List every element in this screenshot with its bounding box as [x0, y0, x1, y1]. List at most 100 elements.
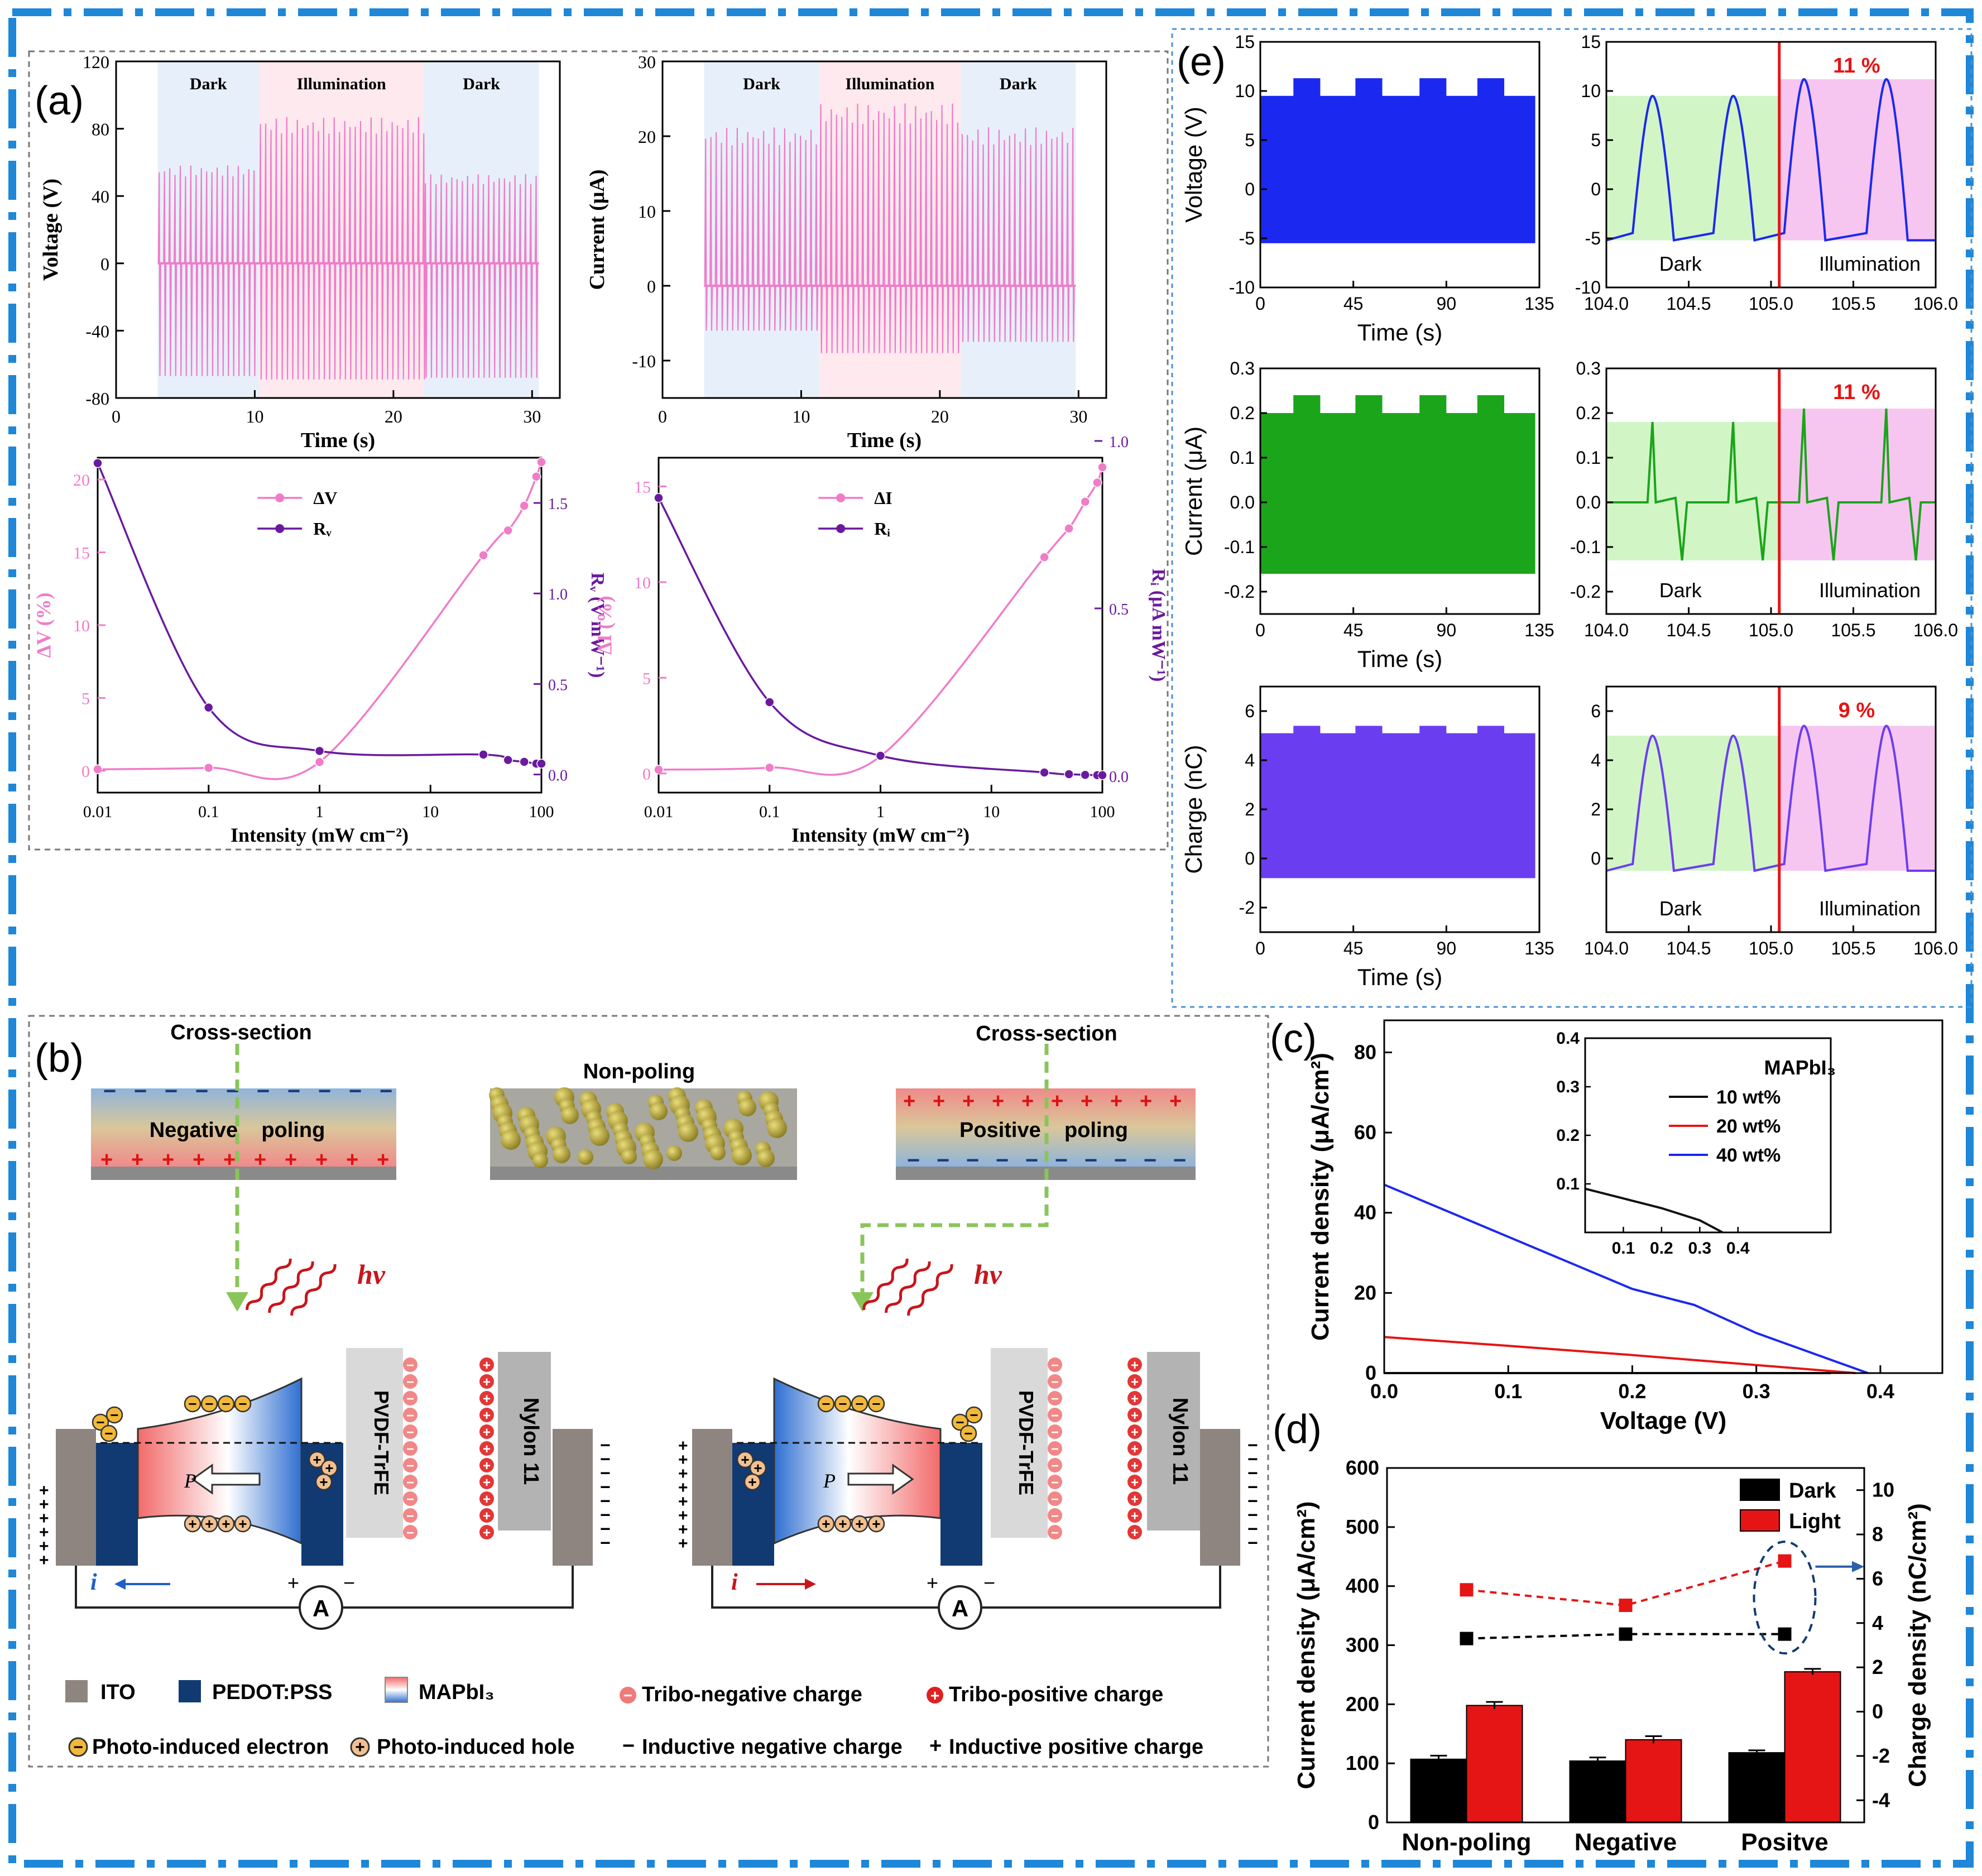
y-right-tick-label: 10	[1872, 1479, 1894, 1501]
svg-text:+: +	[929, 1734, 942, 1758]
svg-text:−: −	[1247, 1449, 1258, 1469]
ito-left-electrode	[56, 1429, 96, 1566]
svg-text:−: −	[600, 1491, 611, 1511]
svg-text:−: −	[1051, 1442, 1059, 1457]
ito-legend-text: ITO	[100, 1681, 136, 1704]
y-axis-label: Current (μA)	[586, 169, 609, 290]
svg-text:−: −	[406, 1358, 414, 1373]
jv-curve	[1384, 1183, 1869, 1374]
data-point	[503, 755, 513, 765]
svg-text:+: +	[741, 1451, 749, 1468]
ammeter-left-label: A	[313, 1595, 329, 1621]
delta-i-intensity-chart: 0.01 0.1 1 10 100 0 5 10 15 0.0 0.5 1.0 Intensity (m…	[593, 434, 1169, 846]
legend-entry: Light	[1789, 1510, 1841, 1533]
x-tick-label: 0.1	[1494, 1380, 1522, 1403]
y-tick-label: -10	[632, 351, 656, 371]
svg-text:+: +	[1131, 1525, 1139, 1541]
y-tick-label: 6	[1591, 701, 1601, 721]
percent-change: 11 %	[1833, 381, 1880, 404]
y-tick-label: 15	[1581, 32, 1601, 52]
svg-text:+: +	[1110, 1090, 1122, 1113]
svg-text:+: +	[1131, 1408, 1139, 1423]
plot-frame	[115, 60, 561, 399]
charge-point	[1619, 1599, 1633, 1613]
svg-text:+: +	[483, 1492, 491, 1507]
data-point	[204, 762, 214, 773]
region-label: Dark	[190, 75, 227, 93]
svg-text:−: −	[73, 1738, 83, 1757]
panel-c-label: (c)	[1270, 1016, 1317, 1061]
hv-label-left: hv	[357, 1259, 386, 1290]
y-tick-label: 4	[1245, 750, 1255, 770]
svg-text:+: +	[1131, 1425, 1139, 1440]
x-axis-label: Intensity (mW cm⁻²)	[791, 824, 970, 846]
y-tick-label: 2	[1591, 799, 1601, 819]
svg-text:−: −	[406, 1408, 414, 1423]
zoom-trace	[1606, 408, 1936, 561]
y-tick-label: 0	[1245, 848, 1255, 869]
y-right-tick-label: 2	[1872, 1656, 1883, 1678]
x-tick-label: 105.0	[1749, 938, 1793, 958]
bar	[1466, 1705, 1523, 1823]
zoom-trace	[1606, 725, 1936, 872]
pedot-right-b	[940, 1443, 982, 1566]
y-tick-label: 6	[1245, 701, 1255, 721]
svg-text:+: +	[285, 1148, 297, 1172]
svg-text:+: +	[1131, 1358, 1139, 1373]
signal-trace	[157, 117, 539, 380]
positive-poling-label: Positive poling	[959, 1119, 1128, 1142]
y-tick-label: 15	[73, 544, 90, 563]
series-right	[658, 497, 1103, 776]
poling-bar-chart: Non-poling Negative Positve010020030040050…	[1293, 1456, 1931, 1856]
svg-text:−: −	[96, 1414, 104, 1431]
data-point	[1039, 552, 1049, 563]
svg-text:+: +	[838, 1515, 847, 1532]
y-tick-label: 0.1	[1576, 448, 1601, 468]
y-right-tick-label: 0	[1872, 1700, 1883, 1723]
x-tick-label: 90	[1437, 294, 1457, 314]
x-tick-label: 20	[931, 406, 949, 426]
svg-text:−: −	[600, 1477, 611, 1497]
polarization-arrow-right: P	[823, 1464, 914, 1495]
svg-text:−: −	[406, 1442, 414, 1457]
y-tick-label: 0	[642, 765, 651, 784]
legend-entry: 40 wt%	[1716, 1145, 1781, 1166]
light-wave-right	[862, 1258, 953, 1316]
svg-text:+: +	[483, 1375, 491, 1390]
svg-text:+: +	[254, 1148, 266, 1172]
inset-x-tick: 0.4	[1726, 1239, 1750, 1258]
y-tick-label: -10	[1575, 277, 1601, 298]
light-wave-left	[246, 1258, 337, 1316]
y-right-tick-label: 1.0	[548, 586, 568, 603]
voltage-time-chart: Dark Illumination Dark 0 10 20 30 -80 -40 0 40 80 12…	[39, 52, 561, 452]
svg-text:−: −	[1051, 1475, 1059, 1490]
x-tick-label: 45	[1343, 620, 1364, 640]
plot-frame	[1383, 1019, 1943, 1374]
cross-section-left-heading: Cross-section	[170, 1021, 311, 1044]
x-tick-label: 30	[523, 406, 541, 426]
y-right-tick-label: 8	[1872, 1523, 1883, 1546]
svg-text:+: +	[483, 1408, 491, 1423]
svg-text:+: +	[822, 1515, 830, 1532]
data-point	[204, 702, 214, 713]
svg-text:−: −	[349, 1079, 362, 1103]
y-axis-label: Current density (μA/cm²)	[1307, 1053, 1334, 1341]
svg-text:+: +	[483, 1525, 491, 1541]
x-axis-label: Intensity (mW cm⁻²)	[231, 824, 409, 846]
svg-text:−: −	[406, 1509, 414, 1524]
x-tick-label: 135	[1524, 294, 1554, 314]
pvdf-block-left	[346, 1348, 403, 1538]
pvdf-block-right	[991, 1348, 1048, 1538]
svg-text:−: −	[406, 1392, 414, 1407]
x-tick-label: 106.0	[1913, 620, 1958, 640]
illumination-label: Illumination	[1819, 897, 1921, 920]
data-point	[1080, 770, 1090, 780]
data-point	[519, 757, 529, 767]
svg-text:+: +	[678, 1451, 688, 1469]
svg-text:−: −	[257, 1079, 270, 1103]
svg-text:−: −	[996, 1148, 1009, 1173]
delta-v-intensity-chart: 0.01 0.1 1 10 100 0 5 10 15 20 0.0 0.5 1.0 1.5 Intensi…	[32, 457, 608, 846]
svg-text:+: +	[1021, 1090, 1034, 1113]
svg-text:+: +	[933, 1090, 945, 1113]
